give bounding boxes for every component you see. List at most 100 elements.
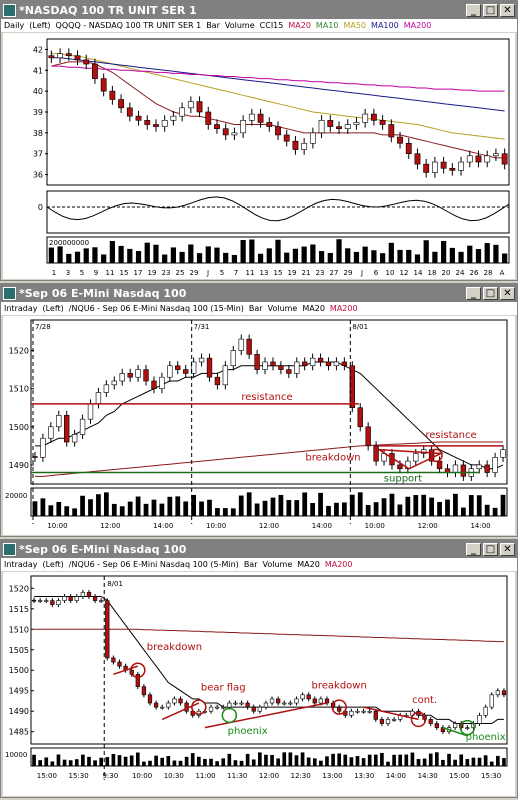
candle [365,426,371,447]
daily-x-tick: 10 [386,269,395,277]
titlebar[interactable]: *NASDAQ 100 TR UNIT SER 1 _ □ ✕ [1,1,517,19]
candle [100,78,107,92]
volume-bar [123,756,128,766]
volume-bar [310,503,316,516]
candle [105,600,110,659]
minimize-button[interactable]: _ [466,542,481,556]
candle [301,142,308,150]
volume-bar [99,757,104,766]
legend-ma20: MA20 [288,21,311,30]
5min-x-tick: 15:30 [481,772,501,780]
volume-bar [475,249,482,263]
volume-bar [301,246,307,263]
trendline [204,702,328,729]
minimize-button[interactable]: _ [466,3,481,17]
15min-x-tick: 12:00 [259,522,279,530]
5min-x-tick: 15:00 [37,772,57,780]
daily-y-tick: 40 [33,87,43,96]
daily-x-tick: 20 [442,269,451,277]
volume-bar [398,754,403,766]
candle [465,727,470,729]
maximize-button[interactable]: □ [483,286,498,300]
volume-bar [188,244,194,263]
15min-plot-area[interactable]: 1520 1510 1500 1490 7/28 7/31 8/01 resistance su… [3,316,515,535]
volume-bar [405,496,411,516]
candle [118,99,125,109]
candle [262,361,268,370]
volume-bar [349,494,355,516]
volume-bar [416,759,421,766]
candle [38,600,43,602]
volume-bar [337,753,342,766]
volume-bar [397,504,403,516]
close-button[interactable]: ✕ [500,3,515,17]
maximize-button[interactable]: □ [483,542,498,556]
info-symbol: QQQQ - NASDAQ 100 TR UNIT SER 1 [55,21,202,30]
minimize-button[interactable]: _ [466,286,481,300]
candle [440,161,447,169]
trendline [113,665,139,676]
candle [276,698,281,704]
close-button[interactable]: ✕ [500,286,515,300]
candle [233,702,238,705]
volume-bar [432,251,438,263]
daily-y-tick: 36 [33,171,43,180]
maximize-button[interactable]: □ [483,3,498,17]
volume-bar [175,496,181,516]
candle [257,706,262,712]
volume-bar [154,755,158,766]
5min-x-tick: 12:00 [259,772,279,780]
titlebar[interactable]: *Sep 06 E-Mini Nasdaq 100 _ □ ✕ [1,284,517,302]
15min-y-tick: 1490 [9,461,29,470]
candle [294,698,299,704]
volume-bar [500,494,506,516]
volume-bar [428,753,433,766]
volume-bar [117,755,122,766]
volume-bar [32,501,38,516]
daily-x-tick: J [206,269,209,277]
5min-x-tick: 15:00 [449,772,469,780]
titlebar[interactable]: *Sep 06 E-Mini Nasdaq 100 _ □ ✕ [1,540,517,558]
candle [127,373,133,378]
candle [109,90,116,100]
volume-y-tick: 10000 [5,751,27,759]
volume-bar [103,492,109,516]
daily-plot-area[interactable]: 42 41 40 39 38 37 36 0 200000000 1 3 5 9 11 15 17 19 23 25… [3,33,515,279]
candle [135,115,142,121]
legend-ma10: MA10 [315,21,339,30]
15min-y-tick: 1510 [9,385,29,394]
daily-x-tick: 6 [374,269,379,277]
candle [48,426,54,439]
candle [458,161,464,171]
5min-x-tick: 13:30 [354,772,374,780]
candle [205,111,212,125]
daily-x-tick: 27 [330,269,339,277]
legend-ma200: MA200 [324,560,353,569]
candle [31,599,37,602]
phoenix-circle-2 [459,719,476,736]
candle [40,437,46,458]
candle [325,361,332,367]
volume-bar [327,252,333,263]
candle [160,706,165,709]
trendline [442,726,468,737]
volume-bar [286,500,292,516]
candle [344,124,351,129]
candle [373,710,378,720]
candle [449,168,456,171]
candle [309,357,316,367]
volume-y-tick: 20000 [5,492,27,500]
daily-x-tick: 11 [106,269,115,277]
volume-bar [343,754,348,766]
ma-line-ma20 [35,361,504,470]
candle [117,661,122,667]
volume-bar [355,756,360,766]
close-button[interactable]: ✕ [500,542,515,556]
legend-ma100: MA100 [371,21,399,30]
5min-plot-area[interactable]: 1520 1515 1510 1505 1500 1495 1490 1485 8/01 brea… [3,572,515,796]
daily-x-tick: A [500,269,505,277]
daily-x-tick: 23 [162,269,171,277]
volume-bar [231,254,238,263]
daily-x-tick: 23 [316,269,325,277]
info-symbol: /NQU6 - Sep 06 E-Mini Nasdaq 100 (5-Min) [68,560,239,569]
